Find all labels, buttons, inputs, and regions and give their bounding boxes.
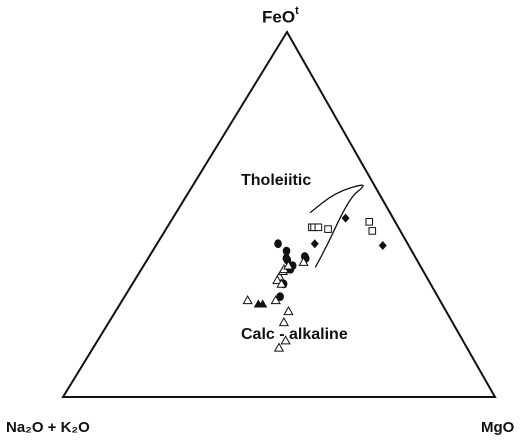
data-point-open-square bbox=[324, 225, 332, 233]
data-point-filled-circle bbox=[282, 246, 291, 256]
field-label-calc-alkaline: Calc - alkaline bbox=[241, 326, 348, 343]
field-label-tholeiitic: Tholeiitic bbox=[241, 172, 312, 189]
apex-label-left: Na₂O + K₂O bbox=[6, 419, 90, 436]
data-point-filled-diamond bbox=[341, 213, 350, 223]
apex-label-right: MgO bbox=[481, 419, 515, 436]
data-point-open-triangle bbox=[272, 274, 283, 285]
data-point-open-triangle bbox=[273, 342, 285, 352]
data-point-open-square bbox=[368, 227, 377, 235]
data-point-open-triangle bbox=[270, 295, 281, 305]
data-point-open-triangle bbox=[242, 295, 253, 305]
data-point-open-triangle bbox=[283, 260, 294, 270]
data-point-filled-triangle bbox=[253, 299, 263, 308]
data-point-open-triangle bbox=[283, 306, 294, 316]
boundary-line bbox=[309, 184, 364, 268]
data-point-filled-circle bbox=[274, 239, 282, 249]
ternary-triangle-outline bbox=[61, 30, 497, 398]
data-point-filled-circle bbox=[276, 292, 284, 302]
data-point-open-square bbox=[314, 223, 323, 232]
data-point-open-triangle bbox=[278, 316, 290, 327]
data-point-open-triangle bbox=[298, 256, 309, 266]
data-point-filled-diamond bbox=[310, 239, 319, 249]
sample-points bbox=[242, 213, 387, 352]
data-point-filled-circle bbox=[282, 253, 291, 263]
data-point-open-triangle bbox=[276, 278, 287, 288]
tholeiitic-calc-alkaline-boundary bbox=[309, 184, 364, 268]
data-point-open-square bbox=[365, 218, 374, 226]
data-point-open-triangle bbox=[280, 335, 291, 345]
apex-label-top: FeOt bbox=[262, 5, 299, 27]
data-point-filled-diamond bbox=[378, 241, 387, 251]
